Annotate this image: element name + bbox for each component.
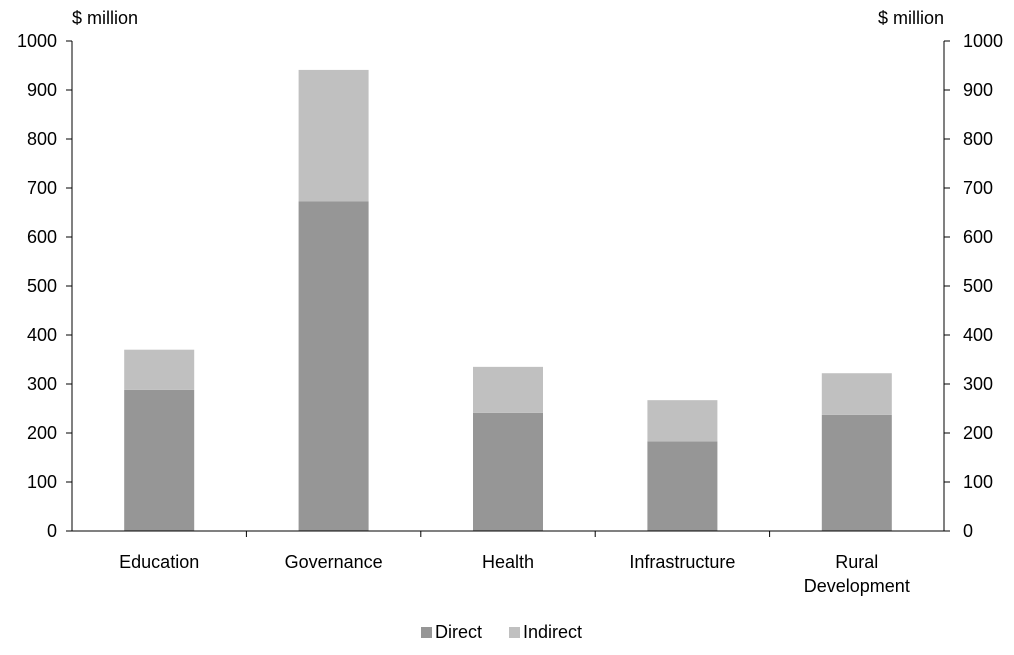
- right-tick-label: 800: [963, 129, 993, 149]
- x-category-label: Rural: [835, 552, 878, 572]
- left-tick-label: 900: [27, 80, 57, 100]
- left-tick-label: 600: [27, 227, 57, 247]
- legend-label-indirect: Indirect: [523, 622, 582, 642]
- bar-direct-education: [124, 389, 195, 531]
- legend-swatch-indirect: [509, 627, 520, 638]
- right-tick-label: 700: [963, 178, 993, 198]
- bar-indirect-governance: [298, 69, 369, 202]
- right-axis-unit: $ million: [878, 8, 944, 28]
- x-category-label: Development: [804, 576, 910, 596]
- bar-indirect-infrastructure: [647, 400, 718, 442]
- bar-direct-infrastructure: [647, 441, 718, 531]
- left-axis-unit: $ million: [72, 8, 138, 28]
- bar-indirect-health: [473, 366, 543, 413]
- right-tick-label: 1000: [963, 31, 1003, 51]
- bar-direct-rural-development: [821, 414, 892, 531]
- left-tick-label: 300: [27, 374, 57, 394]
- left-tick-label: 0: [47, 521, 57, 541]
- legend-swatch-direct: [421, 627, 432, 638]
- x-category-label: Health: [482, 552, 534, 572]
- left-tick-label: 400: [27, 325, 57, 345]
- left-tick-label: 200: [27, 423, 57, 443]
- left-tick-label: 100: [27, 472, 57, 492]
- legend-label-direct: Direct: [435, 622, 482, 642]
- right-tick-label: 600: [963, 227, 993, 247]
- right-tick-label: 300: [963, 374, 993, 394]
- bar-indirect-education: [124, 349, 195, 390]
- left-tick-label: 800: [27, 129, 57, 149]
- bars-group: [124, 69, 892, 532]
- right-tick-label: 500: [963, 276, 993, 296]
- axes-group: 0 0 100 100 200 200 300 300 400 400 500 500 600 600 70…: [17, 31, 1003, 596]
- x-category-label: Infrastructure: [629, 552, 735, 572]
- right-tick-label: 900: [963, 80, 993, 100]
- left-tick-label: 1000: [17, 31, 57, 51]
- right-tick-label: 400: [963, 325, 993, 345]
- right-tick-label: 0: [963, 521, 973, 541]
- bar-direct-health: [473, 412, 543, 531]
- x-category-label: Education: [119, 552, 199, 572]
- bar-indirect-rural-development: [821, 373, 892, 415]
- left-tick-label: 700: [27, 178, 57, 198]
- legend: Direct Indirect: [421, 622, 582, 642]
- x-category-label: Governance: [285, 552, 383, 572]
- bar-direct-governance: [298, 201, 369, 532]
- right-tick-label: 200: [963, 423, 993, 443]
- right-tick-label: 100: [963, 472, 993, 492]
- left-tick-label: 500: [27, 276, 57, 296]
